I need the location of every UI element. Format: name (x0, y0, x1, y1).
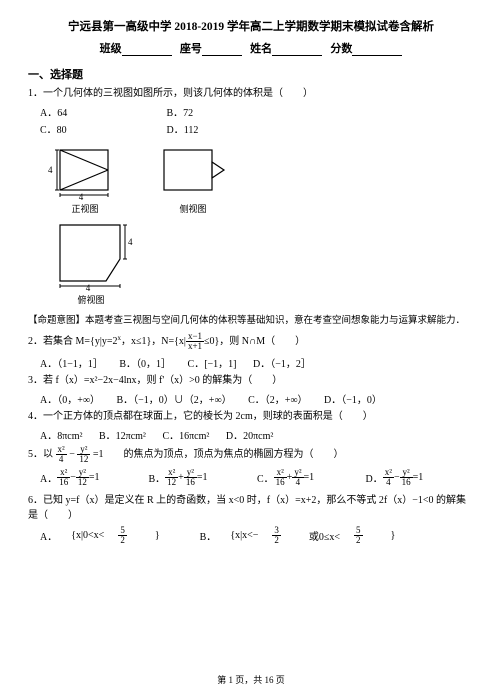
top-view-label: 俯视图 (77, 293, 104, 306)
side-view-label: 侧视图 (179, 202, 206, 215)
q5-main-f1: x²4 (56, 445, 67, 465)
q1-opts-row2: C．80 D．112 (28, 121, 474, 136)
q5-text: 5．以 x²4 − y²12 =1 的焦点为顶点，顶点为焦点的椭圆方程为（ ） (28, 445, 474, 465)
q3-text: 3．若 f（x）=x²−2x−4lnx，则 f'（x）>0 的解集为（ ） (28, 373, 474, 388)
diagram-row-bottom: 4 4 俯视图 (46, 219, 474, 306)
top-view-svg: 4 4 (46, 219, 136, 291)
front-view-label: 正视图 (71, 202, 98, 215)
analysis-1: 【命题意图】本题考查三视图与空间几何体的体积等基础知识，意在考查空间想象能力与运… (28, 312, 474, 326)
info-row: 班级 座号 姓名 分数 (28, 40, 474, 56)
q5-opt-c: C． x²16 + y²4 =1 (257, 468, 366, 488)
score-blank (352, 44, 402, 56)
svg-text:4: 4 (128, 237, 133, 247)
q5-opt-d: D． x²4 − y²16 =1 (366, 468, 475, 488)
q1-opt-d: D．112 (167, 121, 199, 136)
q6-opt-b: B． {x|x<− 32 或0≤x< 52 } (200, 526, 410, 546)
q5-pre: 5．以 (28, 449, 53, 460)
page-title: 宁远县第一高级中学 2018-2019 学年高二上学期数学期末模拟试卷含解析 (28, 18, 474, 34)
q5-opt-a: A． x²16 − y²12 =1 (40, 468, 149, 488)
front-view-cell: 4 4 正视图 (46, 140, 124, 215)
q1-opt-c: C．80 (40, 121, 150, 136)
q4-opt-b: B．12πcm² (99, 427, 146, 442)
score-label: 分数 (330, 43, 352, 55)
side-view-cell: 侧视图 (154, 140, 232, 215)
q2-frac: x−1x+1 (186, 332, 204, 352)
q2-opt-d: D．（−1，2］ (253, 355, 311, 370)
q2-opt-c: C．[−1，1] (188, 355, 237, 370)
q3-opt-c: C．（2，+∞） (248, 391, 307, 406)
q3-opt-a: A．（0，+∞） (40, 391, 100, 406)
q5-main-f2: y²12 (77, 445, 90, 465)
front-view-svg: 4 4 (46, 140, 124, 200)
q4-opt-c: C．16πcm² (162, 427, 209, 442)
q2-text: 2．若集合 M={y|y=2x，x≤1}，N={x|x−1x+1≤0}，则 N∩… (28, 332, 474, 352)
q2-opts: A．（1−1，1］ B．（0，1］ C．[−1，1] D．（−1，2］ (28, 355, 474, 370)
q1-opt-b: B．72 (167, 104, 194, 119)
svg-text:4: 4 (79, 192, 84, 200)
q3-opts: A．（0，+∞） B．（−1，0）∪（2，+∞） C．（2，+∞） D．（−1，… (28, 391, 474, 406)
seat-blank (202, 44, 242, 56)
q2-mid1: ，x≤1}，N={x| (121, 336, 186, 347)
class-label: 班级 (100, 43, 122, 55)
q5-mid: 的焦点为顶点，顶点为焦点的椭圆方程为（ ） (123, 449, 343, 460)
q1-opts-row1: A．64 B．72 (28, 104, 474, 119)
name-blank (272, 44, 322, 56)
q2-opt-a: A．（1−1，1］ (40, 355, 103, 370)
q3-opt-d: D．（−1，0） (324, 391, 382, 406)
q5-opt-b: B． x²12 + y²16 =1 (149, 468, 258, 488)
q3-opt-b: B．（−1，0）∪（2，+∞） (117, 391, 232, 406)
q5-eq-main: =1 (93, 449, 104, 460)
seat-label: 座号 (180, 43, 202, 55)
q4-opts: A．8πcm² B．12πcm² C．16πcm² D．20πcm² (28, 427, 474, 442)
q5-opts: A． x²16 − y²12 =1 B． x²12 + y²16 =1 C． x… (28, 468, 474, 490)
class-blank (122, 44, 172, 56)
q1-text: 1．一个几何体的三视图如图所示，则该几何体的体积是（ ） (28, 86, 474, 101)
q2-pre: 2．若集合 M={y|y=2 (28, 336, 117, 347)
page-footer: 第 1 页，共 16 页 (0, 673, 502, 686)
top-view-cell: 4 4 俯视图 (46, 219, 136, 306)
q6-text: 6．已知 y=f（x）是定义在 R 上的奇函数，当 x<0 时，f（x）=x+2… (28, 493, 474, 523)
svg-text:4: 4 (48, 165, 53, 175)
q4-opt-d: D．20πcm² (226, 427, 274, 442)
q1-opt-a: A．64 (40, 104, 150, 119)
side-view-svg (154, 140, 232, 200)
q6-opt-a: A． {x|0<x< 52 } (40, 526, 174, 546)
q2-opt-b: B．（0，1］ (119, 355, 171, 370)
q5-minus: − (69, 449, 75, 460)
name-label: 姓名 (250, 43, 272, 55)
q4-text: 4．一个正方体的顶点都在球面上，它的棱长为 2cm，则球的表面积是（ ） (28, 409, 474, 424)
q2-mid2: ≤0}，则 N∩M（ ） (204, 336, 305, 347)
svg-text:4: 4 (86, 283, 91, 291)
q4-opt-a: A．8πcm² (40, 427, 83, 442)
diagram-row-top: 4 4 正视图 侧视图 (46, 140, 474, 215)
q6-opts: A． {x|0<x< 52 } B． {x|x<− 32 或0≤x< 52 } (28, 526, 474, 546)
section-heading: 一、选择题 (28, 66, 474, 82)
